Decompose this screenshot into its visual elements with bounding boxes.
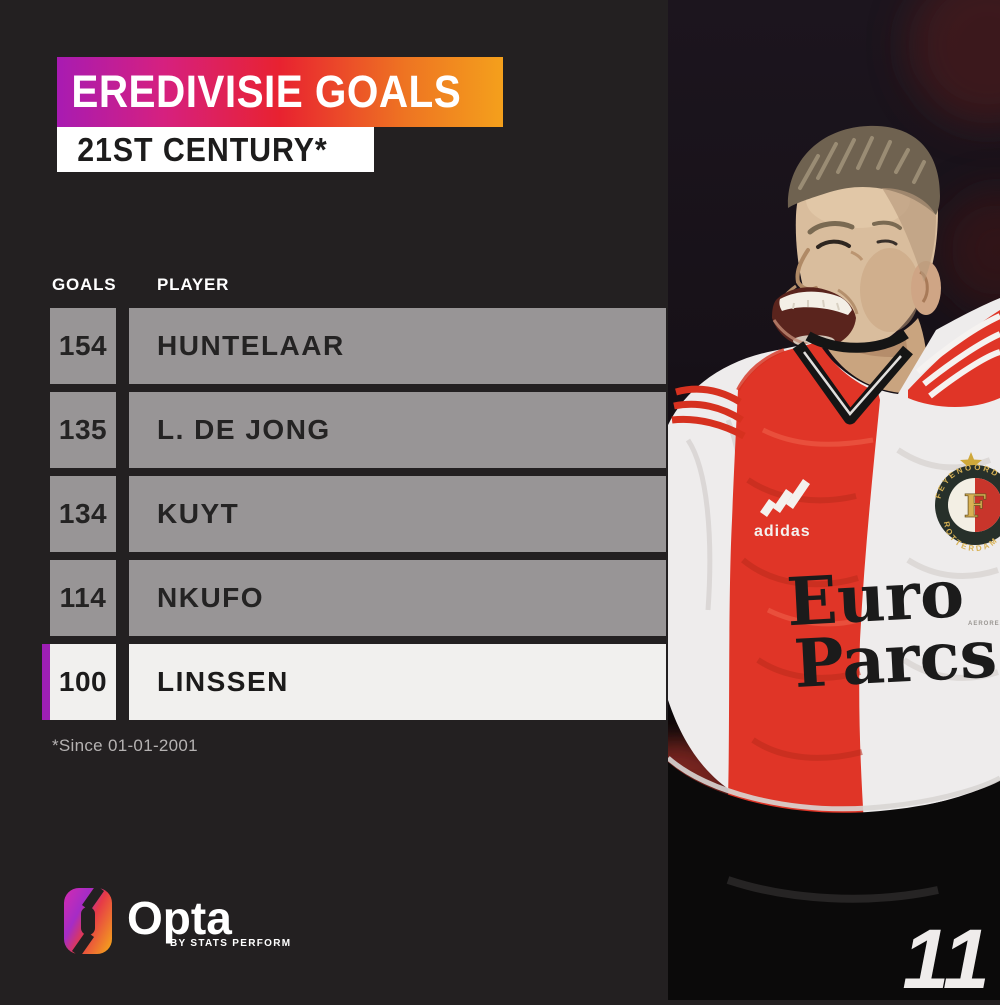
player-cell: KUYT — [129, 476, 666, 552]
row-accent-bar — [42, 392, 50, 468]
player-cell: NKUFO — [129, 560, 666, 636]
row-accent-bar — [42, 560, 50, 636]
cell-gap — [116, 392, 129, 468]
goals-cell: 134 — [50, 476, 116, 552]
goals-cell: 135 — [50, 392, 116, 468]
shirt-sponsor: Euro Parcs — [785, 554, 999, 703]
player-cell: L. DE JONG — [129, 392, 666, 468]
opta-wordmark: Opta — [127, 892, 232, 944]
row-accent-bar — [42, 644, 50, 720]
goals-cell: 154 — [50, 308, 116, 384]
table-row: 135 L. DE JONG — [42, 392, 666, 468]
opta-byline: BY STATS PERFORM — [170, 938, 292, 949]
sponsor-line2: Parcs — [792, 614, 999, 703]
crest-letter: F — [964, 487, 987, 525]
opta-logo-icon — [64, 887, 112, 955]
footnote: *Since 01-01-2001 — [52, 736, 198, 755]
title-banner: EREDIVISIE GOALS — [57, 57, 503, 127]
column-header-player: PLAYER — [157, 275, 230, 294]
row-accent-bar — [42, 308, 50, 384]
table-header: GOALS PLAYER — [52, 275, 666, 295]
goals-cell: 100 — [50, 644, 116, 720]
table-row: 154 HUNTELAAR — [42, 308, 666, 384]
player-cell: HUNTELAAR — [129, 308, 666, 384]
column-header-goals: GOALS — [52, 275, 117, 294]
opta-branding: Opta BY STATS PERFORM — [63, 885, 323, 965]
cell-gap — [116, 476, 129, 552]
page-title: EREDIVISIE GOALS — [71, 66, 462, 117]
sponsor-line1: Euro — [785, 554, 966, 641]
cell-gap — [116, 308, 129, 384]
table-row: 134 KUYT — [42, 476, 666, 552]
player-photo-art: adidas F FEYENOORD ROTTERDAM Euro Parcs … — [616, 0, 1000, 1005]
player-photo: adidas F FEYENOORD ROTTERDAM Euro Parcs … — [616, 0, 1000, 1005]
table-row-highlighted: 100 LINSSEN — [42, 644, 666, 720]
table-row: 114 NKUFO — [42, 560, 666, 636]
adidas-wordmark: adidas — [754, 523, 811, 540]
cell-gap — [116, 644, 129, 720]
player-cell: LINSSEN — [129, 644, 666, 720]
row-accent-bar — [42, 476, 50, 552]
shirt-tech-label: AEROREADY — [968, 621, 1000, 627]
subtitle-banner: 21ST CENTURY* — [57, 127, 374, 172]
goals-table: 154 HUNTELAAR 135 L. DE JONG 134 KUYT 11… — [42, 308, 666, 720]
shorts-number: 11 — [902, 912, 989, 1000]
page-subtitle: 21ST CENTURY* — [77, 130, 328, 168]
adidas-logo: adidas — [754, 479, 811, 540]
goals-cell: 114 — [50, 560, 116, 636]
cell-gap — [116, 560, 129, 636]
